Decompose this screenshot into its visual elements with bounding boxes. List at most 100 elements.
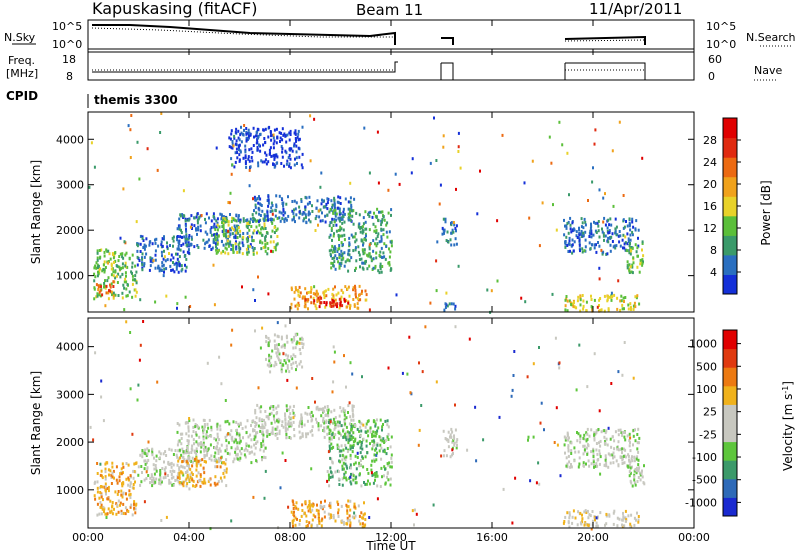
velocity-cell [363, 524, 366, 528]
velocity-cell [310, 503, 313, 507]
velocity-noise-cell [131, 432, 134, 436]
power-cell [210, 233, 213, 237]
velocity-cell [603, 435, 606, 439]
velocity-noise-cell [326, 470, 329, 473]
velocity-cell [389, 465, 392, 469]
power-cell [227, 252, 230, 256]
velocity-cell [633, 459, 636, 463]
velocity-cell [225, 458, 228, 462]
power-cell [318, 305, 321, 309]
velocity-cell [385, 452, 388, 456]
velocity-cell [326, 432, 329, 436]
power-cell [366, 267, 369, 271]
power-cell [304, 195, 307, 199]
velocity-cell [455, 446, 458, 450]
power-cell [364, 220, 367, 224]
velocity-cell [289, 436, 292, 440]
velocity-cell [140, 480, 143, 484]
velocity-cell [362, 516, 365, 520]
velocity-noise-cell [511, 521, 514, 525]
power-cell [598, 244, 601, 248]
velocity-cell [621, 462, 624, 465]
power-noise-cell [313, 117, 316, 121]
velocity-cell [565, 436, 568, 440]
power-cell [354, 269, 356, 272]
power-cell [269, 146, 272, 150]
nsearch-tick-bottom: 10^0 [706, 38, 736, 51]
velocity-cell [268, 433, 271, 436]
power-cell [607, 236, 610, 240]
velocity-cell [213, 446, 216, 450]
velocity-cell [370, 463, 373, 467]
velocity-cell [349, 444, 352, 448]
velocity-cell [566, 511, 569, 515]
power-cell [229, 240, 232, 244]
power-cell [264, 249, 267, 253]
velocity-cell [320, 424, 323, 428]
velocity-cell [629, 441, 631, 445]
power-cell [218, 225, 221, 229]
velocity-cell [296, 340, 299, 344]
velocity-cell [352, 414, 355, 418]
velocity-noise-cell [284, 459, 287, 462]
velocity-cell [371, 447, 374, 451]
velocity-cell [117, 510, 120, 514]
velocity-cell [624, 448, 627, 452]
velocity-cell [624, 509, 627, 513]
velocity-cell [334, 423, 337, 427]
velocity-cell [236, 445, 239, 449]
power-cell [119, 252, 122, 256]
power-noise-cell [189, 305, 192, 308]
power-cell [375, 244, 378, 248]
power-cell [240, 131, 243, 135]
power-cell [245, 247, 248, 251]
velocity-cell [202, 437, 205, 441]
power-noise-cell [228, 201, 231, 205]
velocity-cell [159, 482, 162, 486]
power-cell [331, 206, 334, 209]
velocity-cell [595, 429, 598, 433]
power-cell [585, 300, 588, 304]
power-cell [157, 244, 160, 248]
velocity-cell [369, 430, 372, 434]
velocity-cell [586, 427, 589, 431]
velocity-cell [352, 478, 355, 482]
power-cell [111, 293, 113, 297]
power-cell [256, 138, 259, 142]
velocity-cell [171, 483, 174, 487]
power-cell [248, 134, 250, 138]
velocity-cell [374, 430, 377, 434]
velocity-cell [345, 436, 347, 440]
velocity-cell [339, 424, 342, 428]
power-cell [379, 267, 382, 271]
power-cell [453, 243, 456, 247]
velocity-cell [344, 476, 347, 480]
power-noise-cell [550, 161, 553, 165]
power-noise-cell [479, 169, 481, 173]
velocity-cell [381, 439, 384, 443]
velocity-cell [115, 478, 118, 482]
velocity-cell [581, 517, 584, 521]
velocity-cell [372, 430, 375, 434]
power-noise-cell [156, 168, 159, 172]
power-cell [98, 249, 101, 252]
power-cell [216, 217, 219, 221]
velocity-cell [195, 433, 198, 437]
velocity-cell [627, 514, 630, 518]
power-cell [293, 297, 296, 301]
power-cell [206, 240, 209, 244]
velocity-cell [230, 436, 233, 440]
velocity-cell [339, 449, 342, 453]
velocity-cell [143, 467, 146, 471]
velocity-cell [240, 447, 243, 451]
nsky-tick-bottom: 10^0 [52, 38, 82, 51]
velocity-cell [217, 480, 220, 484]
velocity-cell [375, 472, 378, 476]
velocity-noise-cell [623, 341, 626, 344]
power-cell [348, 303, 351, 307]
velocity-cell [387, 478, 390, 482]
velocity-noise-cell [408, 335, 411, 339]
velocity-cell [263, 418, 265, 422]
power-noise-cell [476, 212, 479, 216]
power-noise-cell [457, 131, 460, 135]
